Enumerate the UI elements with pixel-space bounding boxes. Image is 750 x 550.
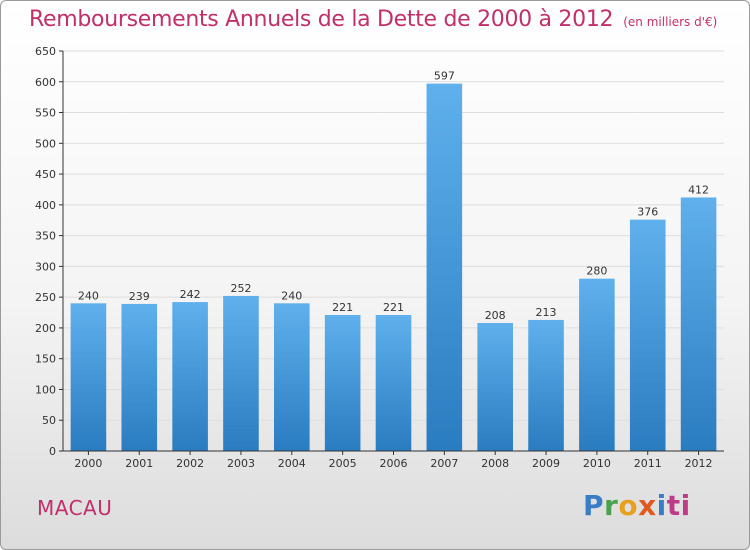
y-tick-label: 350: [35, 230, 56, 243]
y-tick-label: 500: [35, 137, 56, 150]
x-tick-label-2001: 2001: [125, 457, 153, 470]
bar-2006: [375, 315, 412, 451]
value-label-2005: 221: [332, 301, 353, 314]
bar-2003: [223, 295, 259, 451]
x-tick-label-2003: 2003: [227, 457, 255, 470]
y-tick-label: 550: [35, 107, 56, 120]
bar-2004: [274, 303, 310, 451]
value-label-2008: 208: [485, 309, 506, 322]
bar-2005: [324, 315, 361, 451]
y-tick-label: 200: [35, 322, 56, 335]
x-tick-label-2010: 2010: [583, 457, 611, 470]
value-label-2011: 376: [637, 206, 658, 219]
bar-2002: [172, 302, 208, 451]
bar-2000: [70, 303, 107, 451]
y-tick-label: 600: [35, 76, 56, 89]
y-tick-label: 50: [42, 414, 56, 427]
value-label-2006: 221: [383, 301, 404, 314]
x-tick-label-2007: 2007: [430, 457, 458, 470]
bar-2010: [579, 278, 615, 451]
x-tick-label-2000: 2000: [74, 457, 102, 470]
x-tick-label-2004: 2004: [278, 457, 306, 470]
bar-2001: [121, 303, 158, 451]
value-label-2004: 240: [281, 289, 302, 302]
y-tick-label: 150: [35, 353, 56, 366]
x-tick-label-2002: 2002: [176, 457, 204, 470]
bar-2008: [477, 323, 513, 451]
y-tick-label: 400: [35, 199, 56, 212]
y-tick-label: 100: [35, 383, 56, 396]
x-tick-label-2009: 2009: [532, 457, 560, 470]
bar-2012: [680, 197, 717, 451]
chart-title-text: Remboursements Annuels de la Dette de 20…: [29, 7, 614, 32]
value-label-2000: 240: [78, 289, 99, 302]
bars: 240 239 242 252 240 221 221 597 208 213 280 376 412: [70, 70, 717, 451]
value-label-2002: 242: [180, 288, 201, 301]
y-tick-label: 250: [35, 291, 56, 304]
value-label-2007: 597: [434, 70, 455, 83]
axes: 0 50 100 150 200 250 300 350 400 450 500 550 600 650 2…: [35, 45, 724, 470]
bar-2009: [528, 319, 564, 451]
y-tick-label: 650: [35, 45, 56, 58]
y-tick-label: 0: [49, 445, 56, 458]
y-tick-label: 300: [35, 260, 56, 273]
value-label-2001: 239: [129, 290, 150, 303]
value-label-2003: 252: [230, 282, 251, 295]
x-tick-label-2012: 2012: [685, 457, 713, 470]
chart-title: Remboursements Annuels de la Dette de 20…: [29, 7, 717, 32]
value-label-2010: 280: [586, 265, 607, 278]
y-tick-label: 450: [35, 168, 56, 181]
value-label-2009: 213: [536, 306, 557, 319]
value-label-2012: 412: [688, 183, 709, 196]
chart-unit: (en milliers d'€): [623, 15, 718, 29]
bar-2007: [426, 83, 463, 451]
bar-2011: [629, 219, 666, 451]
proxiti-logo: Proxiti: [583, 489, 691, 522]
commune-name: MACAU: [37, 496, 113, 520]
x-tick-label-2008: 2008: [481, 457, 509, 470]
x-tick-label-2005: 2005: [329, 457, 357, 470]
x-tick-label-2006: 2006: [380, 457, 408, 470]
x-tick-label-2011: 2011: [634, 457, 662, 470]
